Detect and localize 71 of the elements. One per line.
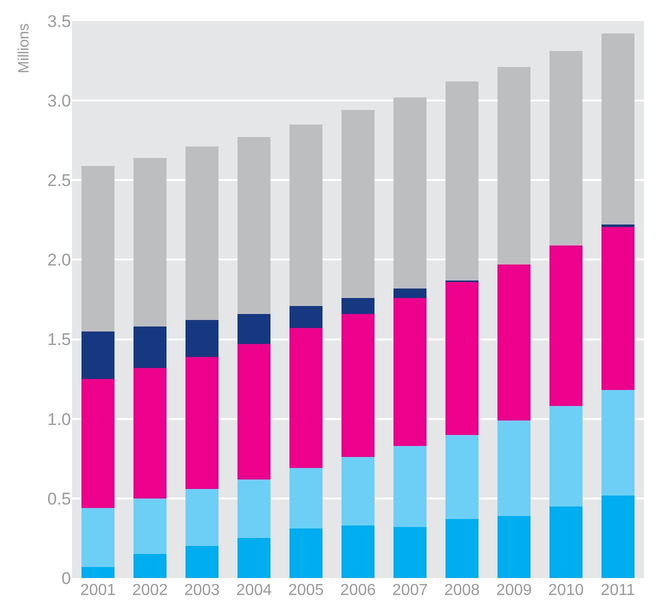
bar bbox=[341, 298, 375, 314]
bar bbox=[601, 226, 635, 390]
bar bbox=[549, 506, 583, 578]
x-tick-label: 2007 bbox=[392, 582, 428, 599]
bar bbox=[185, 546, 219, 578]
bar bbox=[341, 314, 375, 458]
bar bbox=[237, 479, 271, 538]
bar bbox=[601, 34, 635, 225]
bar bbox=[289, 306, 323, 328]
bar bbox=[601, 390, 635, 496]
bar bbox=[237, 344, 271, 480]
bar bbox=[185, 356, 219, 489]
bar bbox=[81, 166, 115, 332]
y-tick-label: 3.5 bbox=[47, 12, 71, 31]
bar bbox=[81, 566, 115, 578]
bar bbox=[341, 525, 375, 578]
y-tick-label: 1.0 bbox=[47, 410, 71, 429]
bar bbox=[133, 158, 167, 327]
bar bbox=[81, 331, 115, 380]
y-tick-label: 0 bbox=[62, 568, 71, 588]
x-tick-label: 2001 bbox=[80, 582, 116, 599]
bar bbox=[237, 314, 271, 344]
bar bbox=[237, 137, 271, 314]
x-tick-label: 2002 bbox=[132, 582, 168, 599]
bar bbox=[133, 554, 167, 578]
bar bbox=[393, 446, 427, 528]
x-tick-label: 2009 bbox=[496, 582, 532, 599]
y-tick-label: 2.5 bbox=[47, 171, 71, 190]
bar bbox=[133, 498, 167, 554]
bar bbox=[497, 516, 531, 578]
bar bbox=[445, 282, 479, 435]
bar bbox=[497, 67, 531, 264]
bar bbox=[289, 468, 323, 529]
bar bbox=[445, 434, 479, 520]
bar bbox=[393, 97, 427, 288]
bar bbox=[549, 51, 583, 246]
y-tick-label: 0.5 bbox=[47, 489, 71, 508]
x-tick-label: 2003 bbox=[184, 582, 220, 599]
bar bbox=[549, 245, 583, 406]
bar bbox=[341, 457, 375, 526]
bar bbox=[185, 488, 219, 546]
bar bbox=[601, 495, 635, 578]
bar bbox=[185, 146, 219, 320]
bar bbox=[445, 519, 479, 578]
bar bbox=[81, 508, 115, 567]
y-tick-label: 2.0 bbox=[47, 250, 71, 270]
bar bbox=[497, 420, 531, 516]
bar bbox=[497, 264, 531, 420]
bar bbox=[237, 538, 271, 578]
y-tick-label: 1.5 bbox=[47, 330, 71, 350]
y-tick-label: 3.0 bbox=[47, 92, 71, 111]
x-tick-label: 2011 bbox=[600, 582, 636, 599]
bar bbox=[289, 528, 323, 578]
bar bbox=[341, 110, 375, 298]
x-tick-label: 2005 bbox=[288, 582, 324, 599]
bar bbox=[549, 406, 583, 506]
bar bbox=[289, 328, 323, 468]
y-axis-title: Millions bbox=[15, 23, 32, 74]
bar bbox=[393, 527, 427, 578]
x-tick-label: 2006 bbox=[340, 582, 376, 599]
x-tick-label: 2010 bbox=[548, 582, 584, 599]
x-tick-label: 2008 bbox=[444, 582, 480, 599]
bar bbox=[289, 124, 323, 306]
bar bbox=[133, 326, 167, 368]
bar bbox=[393, 298, 427, 446]
bar bbox=[185, 320, 219, 357]
bar bbox=[445, 81, 479, 280]
bar bbox=[393, 288, 427, 298]
bar bbox=[81, 379, 115, 508]
x-tick-label: 2004 bbox=[236, 582, 272, 599]
bar bbox=[133, 368, 167, 498]
